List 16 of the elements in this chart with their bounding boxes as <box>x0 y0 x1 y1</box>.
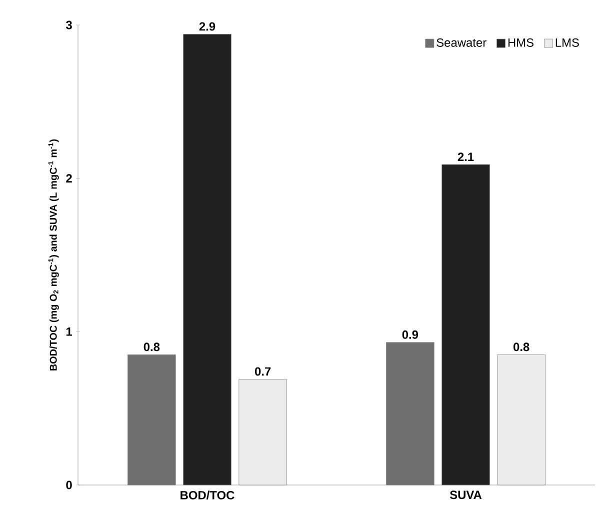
y-tick-label: 1 <box>66 328 72 336</box>
data-label: 0.8 <box>144 342 160 352</box>
legend-label: Seawater <box>436 38 486 47</box>
data-label: 0.8 <box>513 342 530 352</box>
y-tick-label: 2 <box>66 174 72 183</box>
y-tick-label: 0 <box>66 480 72 490</box>
text: BOD/TOC (mg O$_{2}$ mgC$^{-1}$) and SUVA (L mgC$^{-1}$ m$^{-1}$) <box>48 139 59 370</box>
legend-label: LMS <box>556 38 579 47</box>
data-label: 2.1 <box>458 152 474 162</box>
y-tick-label: 3 <box>66 20 72 30</box>
data-label: 0.9 <box>402 330 418 339</box>
x-tick-label: BOD/TOC <box>180 490 234 500</box>
data-label: 2.9 <box>199 22 216 31</box>
data-label: 0.7 <box>254 367 271 376</box>
x-tick-label: SUVA <box>450 490 482 500</box>
legend-label: HMS <box>508 38 534 47</box>
